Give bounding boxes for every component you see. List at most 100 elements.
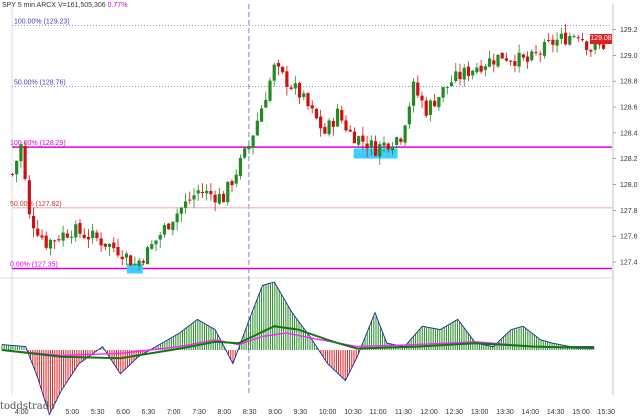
change-label: 0.77%: [107, 2, 128, 9]
candle-78: [340, 105, 344, 124]
candle-135: [580, 32, 585, 42]
chart-header: SPY 5 min ARCX V=161,505,306 0.77%: [2, 2, 127, 9]
candle-body-102: [441, 87, 445, 98]
candle-body-50: [221, 193, 226, 203]
candle-body-5: [31, 215, 36, 229]
candle-13: [65, 229, 69, 239]
candle-body-99: [428, 100, 433, 115]
x-tick-label-9: 9:00: [268, 409, 282, 416]
volume-label: V=161,505,306: [57, 2, 106, 9]
candle-2: [19, 141, 23, 169]
symbol-label: SPY: [2, 2, 16, 9]
candle-body-64: [281, 66, 285, 73]
candle-12: [61, 225, 65, 247]
candle-body-134: [576, 37, 580, 39]
candle-128: [551, 34, 555, 53]
candle-72: [314, 108, 319, 120]
candle-body-88: [382, 142, 386, 146]
candle-body-86: [373, 141, 378, 156]
candle-94: [407, 102, 411, 129]
y-tick-label-5: 128.2: [620, 156, 638, 163]
candle-body-91: [395, 137, 399, 145]
x-tick-label-21: 15:00: [572, 409, 590, 416]
candle-1: [15, 160, 19, 183]
y-tick-label-9: 127.4: [620, 260, 638, 267]
candle-body-72: [314, 108, 319, 119]
candle-body-30: [137, 260, 141, 266]
x-tick-label-17: 13:00: [471, 409, 489, 416]
candle-body-37: [167, 223, 171, 230]
hist-outline: [1, 281, 594, 416]
candle-88: [382, 136, 386, 152]
candle-body-62: [272, 64, 276, 81]
candle-19: [91, 223, 95, 244]
candle-body-3: [23, 146, 27, 179]
candle-body-71: [310, 105, 314, 109]
candle-104: [449, 75, 454, 87]
candle-body-44: [196, 190, 200, 194]
candle-body-17: [82, 234, 86, 238]
candle-126: [542, 39, 547, 59]
candle-74: [323, 122, 327, 135]
candle-body-41: [183, 201, 188, 208]
candle-body-45: [200, 191, 205, 194]
candle-body-1: [15, 160, 19, 175]
candle-body-120: [517, 52, 521, 67]
candle-42: [188, 191, 192, 205]
chart-grid: [0, 4, 614, 395]
candle-84: [365, 135, 369, 158]
candle-body-76: [331, 120, 335, 127]
candle-140: [601, 43, 606, 51]
candle-24: [112, 237, 116, 253]
candle-40: [179, 206, 183, 222]
candle-68: [297, 81, 302, 104]
candle-129: [555, 32, 559, 53]
candle-body-61: [268, 80, 272, 101]
fib-label-0: 100.00% (129.23): [14, 19, 70, 26]
candle-103: [445, 86, 449, 95]
candle-body-92: [399, 138, 403, 142]
candle-14: [69, 230, 74, 244]
candle-105: [454, 62, 458, 84]
candle-body-42: [188, 199, 192, 201]
candle-body-105: [454, 71, 458, 82]
oscillator-line: [1, 325, 595, 360]
candle-82: [357, 135, 361, 148]
candle-3: [23, 141, 27, 182]
candle-body-98: [424, 100, 428, 116]
x-tick-label-0: 4:00: [15, 409, 29, 416]
candle-75: [327, 118, 331, 137]
candle-body-35: [158, 235, 162, 240]
candle-body-109: [471, 70, 475, 76]
candle-body-119: [513, 61, 517, 66]
candle-132: [568, 32, 572, 46]
candle-body-29: [133, 264, 137, 266]
candle-body-110: [475, 67, 479, 73]
candle-102: [441, 86, 445, 103]
fib-label-2: 100.00% (128.29): [10, 140, 66, 147]
candle-106: [458, 63, 462, 86]
candle-38: [171, 221, 175, 236]
candle-body-40: [179, 207, 183, 214]
candle-32: [145, 245, 150, 265]
y-axis: 129.2 129.0 128.8 128.6 128.4 128.2 128.0 127.8…: [613, 27, 638, 267]
interval-label: 5 min: [17, 2, 35, 9]
candle-110: [475, 62, 479, 75]
y-tick-label-3: 128.6: [620, 105, 638, 112]
candle-body-16: [78, 222, 82, 234]
candle-121: [521, 53, 525, 61]
candle-body-69: [302, 93, 306, 98]
candle-66: [289, 84, 293, 91]
candle-43: [192, 188, 196, 208]
candle-body-118: [509, 60, 513, 62]
candle-body-82: [357, 136, 361, 145]
candle-130: [559, 27, 563, 45]
candle-85: [369, 135, 373, 156]
y-tick-label-8: 127.6: [620, 234, 638, 241]
candle-body-4: [27, 180, 31, 215]
candle-108: [466, 61, 471, 82]
candle-79: [344, 115, 348, 133]
x-axis: 4:00 5:00 5:30 6:00 6:30 7:00 7:30 8:00 8:30 9:00…: [15, 409, 615, 416]
candle-body-73: [319, 116, 323, 129]
x-tick-label-5: 7:00: [167, 409, 181, 416]
